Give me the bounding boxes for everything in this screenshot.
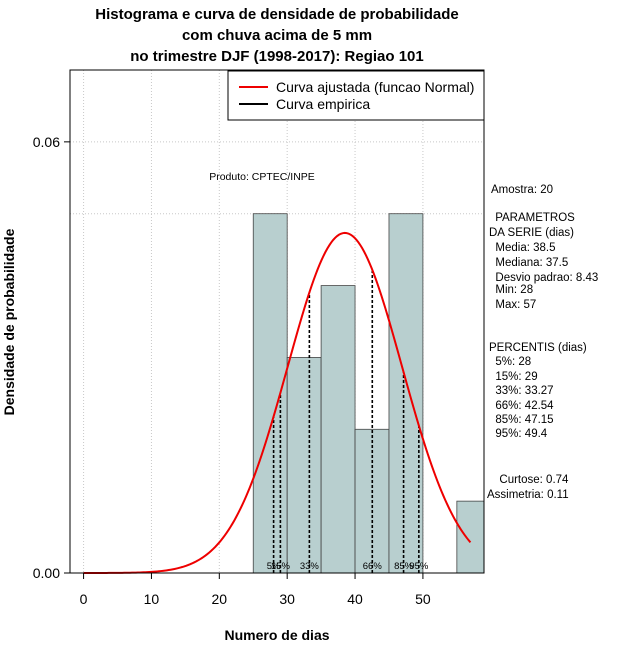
product-annotation: Produto: CPTEC/INPE [209, 171, 315, 183]
x-tick-label: 30 [279, 591, 295, 607]
x-axis-label: Numero de dias [224, 627, 329, 643]
stat-perc-title: PERCENTIS (dias) [489, 342, 587, 354]
legend-box [227, 70, 485, 121]
stat-max: Max: 57 [489, 299, 537, 311]
y-tick-label: 0.00 [33, 565, 60, 581]
stat-p15: 15%: 29 [489, 371, 538, 383]
chart-title-line-3: no trimestre DJF (1998-2017): Regiao 101 [130, 48, 424, 65]
chart-title-line-1: Histograma e curva de densidade de proba… [95, 6, 459, 23]
normal-fit-curve [83, 231, 472, 574]
stat-mediana: Mediana: 37.5 [489, 257, 569, 269]
percentile-label: 95% [409, 561, 429, 572]
y-tick-label: 0.06 [33, 134, 60, 150]
x-tick-label: 50 [415, 591, 431, 607]
y-axis-label: Densidade de probabilidade [1, 228, 17, 415]
x-tick-label: 20 [212, 591, 228, 607]
stat-param-title-2: DA SERIE (dias) [489, 227, 574, 239]
stat-assimetria: Assimetria: 0.11 [487, 489, 569, 501]
histogram-bar [320, 285, 356, 574]
stat-curtose: Curtose: 0.74 [493, 474, 569, 486]
stat-desvio: Desvio padrao: 8.43 [489, 272, 599, 284]
stat-p33: 33%: 33.27 [489, 385, 554, 397]
percentile-label: 85% [394, 561, 414, 572]
x-tick-label: 0 [80, 591, 88, 607]
percentile-label: 66% [363, 561, 383, 572]
histogram-bar [456, 500, 485, 574]
histogram-bar [388, 213, 424, 574]
legend-label: Curva ajustada (funcao Normal) [276, 79, 474, 95]
chart-title-line-2: com chuva acima de 5 mm [181, 27, 373, 44]
x-tick-label: 10 [144, 591, 160, 607]
percentile-label: 15% [271, 561, 291, 572]
histogram-bar [252, 213, 288, 574]
stat-p66: 66%: 42.54 [489, 400, 554, 412]
stat-amostra: Amostra: 20 [491, 184, 553, 196]
percentile-label: 33% [300, 561, 320, 572]
legend-label: Curva empirica [276, 96, 370, 112]
stat-min: Min: 28 [489, 284, 534, 296]
x-tick-label: 40 [347, 591, 363, 607]
stat-param-title-1: PARAMETROS [492, 212, 575, 224]
percentile-label: 5% [267, 561, 281, 572]
stat-media: Media: 38.5 [489, 242, 556, 254]
stat-p85: 85%: 47.15 [489, 414, 554, 426]
stat-p95: 95%: 49.4 [489, 428, 548, 440]
stat-p5: 5%: 28 [489, 356, 532, 368]
histogram-bar [286, 357, 322, 574]
